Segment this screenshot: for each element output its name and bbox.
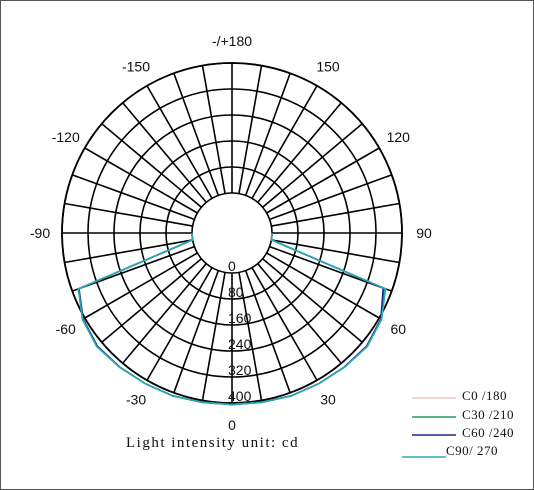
legend: C0 /180 C30 /210 C60 /240 C90/ 270 — [402, 388, 514, 458]
legend-label: C0 /180 — [462, 388, 507, 403]
angle-tick-label: 60 — [390, 321, 406, 337]
grid-spoke — [244, 270, 291, 394]
grid-spoke — [269, 174, 393, 221]
grid-spoke — [271, 239, 400, 264]
grid-spoke — [122, 263, 207, 364]
angle-tick-label: -90 — [30, 225, 50, 241]
grid-spoke — [271, 202, 400, 227]
grid-spoke — [201, 65, 226, 194]
grid-spoke — [64, 202, 193, 227]
grid-spoke — [146, 267, 213, 381]
grid-spoke — [262, 123, 363, 208]
ring-value-label: 80 — [228, 284, 244, 300]
grid-spoke — [84, 147, 198, 214]
grid-spoke — [146, 85, 213, 199]
ring-value-label: 320 — [228, 362, 252, 378]
grid-spoke — [122, 102, 207, 203]
ring-value-label: 400 — [228, 388, 252, 404]
ring-value-label: 240 — [228, 336, 252, 352]
legend-label: C60 /240 — [462, 425, 514, 440]
grid-spoke — [101, 258, 202, 343]
series-lines — [77, 232, 387, 406]
grid-spoke — [173, 270, 220, 394]
angle-tick-label: -120 — [52, 129, 80, 145]
grid-spoke — [238, 272, 263, 401]
grid-spoke — [266, 252, 380, 319]
legend-label: C30 /210 — [462, 407, 514, 422]
polar-grid — [61, 62, 403, 404]
angle-tick-label: -60 — [56, 321, 76, 337]
angle-labels: -/+180 150 120 90 60 30 0 -30 -60 -90 -120 -150 — [30, 33, 432, 433]
angle-tick-label: -/+180 — [212, 33, 252, 49]
grid-spoke — [238, 65, 263, 194]
ring-value-label: 0 — [228, 258, 236, 274]
legend-label: C90/ 270 — [446, 443, 498, 458]
grid-spoke — [244, 72, 291, 196]
grid-spoke — [257, 263, 342, 364]
grid-spoke — [257, 102, 342, 203]
grid-spoke — [266, 147, 380, 214]
angle-tick-label: 120 — [387, 129, 411, 145]
ring-labels: 0 80 160 240 320 400 — [228, 258, 252, 404]
angle-tick-label: 150 — [316, 59, 340, 75]
grid-spoke — [201, 272, 226, 401]
grid-spoke — [84, 252, 198, 319]
angle-tick-label: 0 — [228, 417, 236, 433]
grid-spoke — [71, 174, 195, 221]
ring-value-label: 160 — [228, 310, 252, 326]
series-curve — [77, 232, 387, 406]
unit-label: Light intensity unit: cd — [126, 435, 299, 451]
grid-spoke — [64, 239, 193, 264]
angle-tick-label: 30 — [320, 391, 336, 407]
angle-tick-label: 90 — [416, 225, 432, 241]
grid-spoke — [173, 72, 220, 196]
grid-spoke — [251, 85, 318, 199]
angle-tick-label: -30 — [126, 391, 146, 407]
grid-spoke — [101, 123, 202, 208]
grid-spoke — [262, 258, 363, 343]
grid-spoke — [71, 245, 195, 292]
grid-spoke — [251, 267, 318, 381]
angle-tick-label: -150 — [122, 59, 150, 75]
